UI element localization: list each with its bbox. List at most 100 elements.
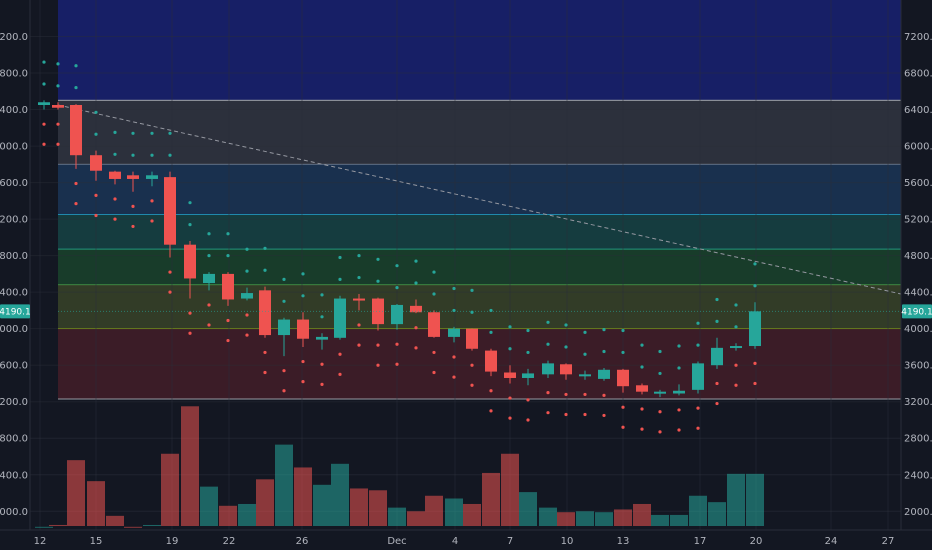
dot-up-10-1 bbox=[226, 232, 230, 236]
candle-body-7[interactable] bbox=[164, 177, 176, 245]
candle-body-4[interactable] bbox=[109, 171, 121, 179]
dot-up-31-0 bbox=[621, 350, 625, 355]
dot-down-12-1 bbox=[263, 370, 267, 375]
volume-bar-18 bbox=[369, 490, 387, 526]
candle-body-12[interactable] bbox=[259, 290, 271, 336]
y-tick-left-1: 6800.0 bbox=[0, 69, 28, 80]
candle-body-0[interactable] bbox=[38, 102, 50, 105]
last-price-tag-right bbox=[902, 304, 932, 319]
x-tick-5: Dec bbox=[387, 536, 406, 547]
vol-tick-right-0: 2800.0 bbox=[904, 434, 932, 445]
dot-up-9-0 bbox=[207, 254, 211, 258]
trendline-line[interactable] bbox=[57, 104, 902, 295]
volume-bar-15 bbox=[313, 484, 331, 526]
candle-body-30[interactable] bbox=[598, 369, 610, 379]
candle-body-37[interactable] bbox=[730, 346, 742, 349]
x-tick-0: 12 bbox=[34, 536, 47, 547]
dot-down-12-0 bbox=[263, 350, 267, 355]
dot-down-17-0 bbox=[357, 323, 361, 327]
candle-body-38[interactable] bbox=[749, 311, 761, 347]
candle-body-24[interactable] bbox=[485, 350, 497, 372]
fibonacci-retracement[interactable]: 88.6)84.8)36.2)50.9)65.5)88.8)18.1) bbox=[30, 0, 901, 530]
candle-body-23[interactable] bbox=[466, 328, 478, 349]
candle-body-9[interactable] bbox=[203, 273, 215, 284]
candle-body-36[interactable] bbox=[711, 347, 723, 366]
dot-up-16-0 bbox=[338, 277, 342, 281]
candle-body-22[interactable] bbox=[448, 328, 460, 337]
candle-body-21[interactable] bbox=[428, 312, 440, 337]
y-tick-right-6: 4800.0 bbox=[904, 251, 932, 262]
candle-body-29[interactable] bbox=[579, 374, 591, 377]
candle-body-3[interactable] bbox=[90, 155, 102, 171]
candle-body-33[interactable] bbox=[654, 391, 666, 394]
volume-bar-5 bbox=[124, 526, 142, 528]
candle-body-25[interactable] bbox=[504, 372, 516, 378]
candle-body-19[interactable] bbox=[391, 304, 403, 325]
dot-up-2-0 bbox=[74, 86, 78, 90]
candle-body-32[interactable] bbox=[636, 385, 648, 392]
dot-up-37-1 bbox=[734, 303, 738, 307]
candle-body-27[interactable] bbox=[542, 363, 554, 375]
candle-body-5[interactable] bbox=[127, 175, 139, 179]
volume-bar-35 bbox=[689, 495, 707, 526]
dot-up-21-1 bbox=[432, 270, 436, 274]
candle-body-13[interactable] bbox=[278, 319, 290, 336]
candle-body-28[interactable] bbox=[560, 364, 572, 375]
dot-down-27-1 bbox=[546, 411, 550, 415]
candle-body-26[interactable] bbox=[522, 373, 534, 378]
candle-body-14[interactable] bbox=[297, 319, 309, 339]
dot-down-4-0 bbox=[113, 197, 117, 201]
dot-down-14-1 bbox=[301, 380, 305, 384]
candle-body-18[interactable] bbox=[372, 298, 384, 325]
candle-body-11[interactable] bbox=[241, 293, 253, 299]
dot-down-9-0 bbox=[207, 303, 211, 307]
volume-bar-26 bbox=[519, 492, 537, 526]
x-tick-6: 4 bbox=[452, 536, 458, 547]
candle-body-17[interactable] bbox=[353, 298, 365, 301]
dot-down-36-0 bbox=[715, 381, 719, 386]
bottom-axis-bg bbox=[0, 530, 932, 550]
volume-bar-12 bbox=[256, 479, 274, 526]
volume-bar-28 bbox=[557, 512, 575, 526]
x-tick-11: 20 bbox=[750, 536, 763, 547]
candle-body-35[interactable] bbox=[692, 363, 704, 390]
candle-body-6[interactable] bbox=[146, 175, 158, 179]
dot-up-0-1 bbox=[42, 60, 46, 64]
volume-bar-36 bbox=[708, 502, 726, 526]
right-axis-bg bbox=[901, 0, 932, 550]
volume-bar-10 bbox=[219, 505, 237, 526]
dot-up-7-1 bbox=[168, 131, 172, 135]
dot-down-13-1 bbox=[282, 389, 286, 393]
candle-body-34[interactable] bbox=[673, 390, 685, 394]
dot-up-28-0 bbox=[564, 345, 568, 349]
dot-down-27-0 bbox=[546, 390, 550, 395]
candle-body-31[interactable] bbox=[617, 369, 629, 387]
volume-bar-14 bbox=[294, 467, 312, 526]
candles[interactable] bbox=[38, 100, 761, 398]
y-tick-left-2: 6400.0 bbox=[0, 105, 28, 116]
dot-up-26-1 bbox=[526, 328, 530, 333]
candle-body-16[interactable] bbox=[334, 298, 346, 338]
candle-body-2[interactable] bbox=[70, 104, 82, 156]
dot-down-28-0 bbox=[564, 392, 568, 397]
dot-down-5-1 bbox=[131, 224, 135, 229]
trendline[interactable] bbox=[57, 104, 902, 295]
volume-bar-38 bbox=[746, 473, 764, 526]
volume-bar-20 bbox=[407, 511, 425, 526]
dot-up-37-0 bbox=[734, 325, 738, 329]
dot-down-30-1 bbox=[602, 413, 606, 418]
y-tick-right-10: 3200.0 bbox=[904, 397, 932, 408]
candle-body-8[interactable] bbox=[184, 244, 196, 279]
dot-down-2-0 bbox=[74, 181, 78, 186]
candle-body-20[interactable] bbox=[410, 305, 422, 313]
dot-up-32-1 bbox=[640, 343, 644, 347]
dot-down-34-0 bbox=[677, 408, 681, 412]
dot-down-35-1 bbox=[696, 426, 700, 430]
dot-down-0-1 bbox=[42, 142, 46, 146]
candle-body-1[interactable] bbox=[52, 104, 64, 108]
candle-body-10[interactable] bbox=[222, 273, 234, 300]
candle-body-15[interactable] bbox=[316, 336, 328, 340]
volume-bar-7 bbox=[161, 453, 179, 526]
volume-bar-0 bbox=[35, 526, 53, 528]
